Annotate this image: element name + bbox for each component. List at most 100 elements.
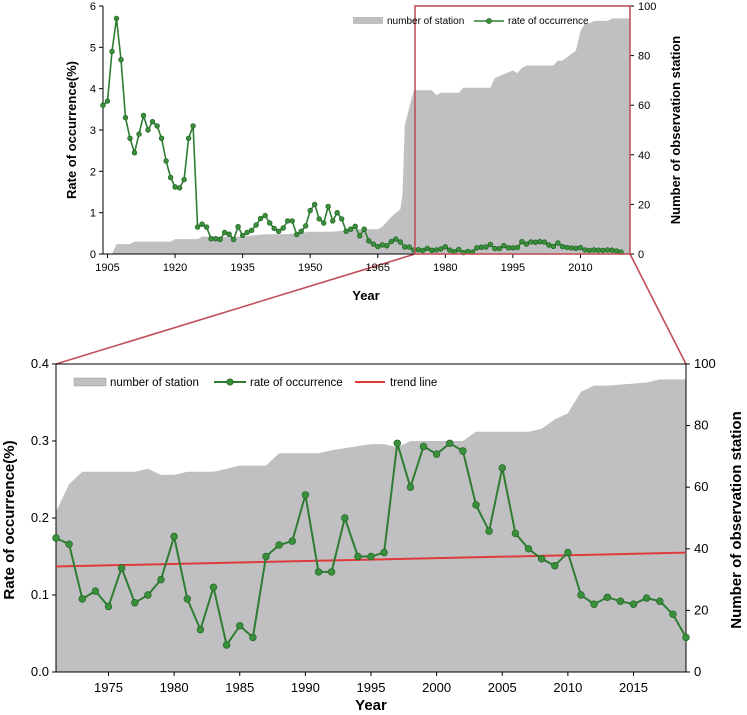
t-rate-point (208, 236, 214, 242)
b-rate-point (288, 537, 296, 545)
b-rate-point (669, 610, 677, 618)
b-xtick-label: 2000 (422, 680, 451, 695)
b-rate-point (170, 532, 178, 541)
t-rate-point (532, 239, 539, 246)
t-y2tick-label: 40 (638, 150, 650, 162)
t-rate-point (384, 243, 390, 249)
b-rate-point (616, 597, 625, 605)
bottom-legend-line-marker (226, 378, 234, 386)
b-rate-point (432, 450, 441, 458)
t-rate-point (528, 239, 534, 245)
t-rate-point (100, 102, 106, 108)
t-xtick-label: 1950 (298, 262, 322, 274)
b-rate-point (104, 602, 113, 611)
t-rate-point (577, 244, 584, 251)
b-rate-point (262, 552, 270, 561)
t-rate-point (586, 247, 593, 254)
t-rate-point (285, 218, 291, 224)
t-rate-point (109, 48, 115, 55)
t-rate-point (591, 247, 597, 253)
t-ytick-label: 5 (90, 42, 96, 54)
t-rate-point (145, 127, 151, 133)
t-rate-point (496, 245, 503, 252)
bottom-legend-line-label: rate of occurrence (250, 377, 343, 389)
t-rate-point (262, 212, 268, 219)
b-rate-point (603, 593, 611, 601)
b-xtick-label: 2005 (488, 680, 517, 695)
b-rate-point (65, 540, 73, 548)
b-rate-point (249, 633, 257, 642)
t-rate-point (474, 245, 480, 251)
t-rate-point (181, 176, 187, 183)
t-rate-point (298, 228, 304, 235)
bottom-legend-area-label: number of station (110, 377, 199, 389)
t-y2tick-label: 0 (638, 249, 644, 261)
b-rate-point (472, 501, 480, 509)
bottom-chart: 0.0 0.1 0.2 0.3 0.4 0 20 40 60 80 100 1975 1980 1985 1… (1, 356, 745, 714)
t-rate-point (393, 236, 399, 242)
b-rate-point (117, 564, 126, 572)
t-rate-point (239, 232, 246, 239)
t-rate-point (221, 229, 228, 236)
t-rate-point (505, 245, 512, 251)
b-ytick-label: 0.4 (31, 356, 49, 371)
t-rate-point (194, 224, 201, 230)
b-rate-point (393, 439, 401, 447)
t-rate-point (388, 238, 394, 245)
t-rate-point (343, 228, 349, 235)
t-ytick-label: 3 (90, 125, 96, 137)
b-rate-point (446, 439, 454, 447)
t-rate-point (604, 247, 611, 253)
t-rate-point (564, 244, 570, 251)
t-rate-point (294, 231, 300, 238)
t-y2tick-label: 80 (638, 51, 650, 63)
top-xlabel: Year (352, 288, 379, 303)
t-rate-point (550, 243, 557, 250)
b-rate-point (222, 641, 231, 649)
t-xtick-label: 1965 (366, 262, 390, 274)
bottom-legend-area-swatch (73, 377, 107, 387)
t-rate-point (185, 135, 192, 142)
b-rate-point (485, 527, 493, 535)
b-y2tick-label: 60 (694, 479, 708, 494)
bottom-station-area (56, 379, 686, 672)
t-rate-point (510, 245, 516, 251)
t-rate-point (267, 220, 273, 226)
bottom-y2label: Number of observation station (728, 411, 745, 629)
b-rate-point (144, 591, 152, 599)
b-y2tick-label: 20 (694, 602, 708, 617)
t-rate-point (438, 246, 444, 252)
t-rate-point (339, 216, 345, 222)
t-rate-point (190, 123, 196, 129)
t-rate-point (280, 225, 286, 231)
b-rate-point (209, 583, 218, 591)
b-rate-point (367, 552, 375, 561)
top-legend-area-swatch (353, 17, 383, 24)
t-rate-point (321, 220, 327, 226)
t-rate-point (433, 247, 439, 253)
t-xtick-label: 1905 (95, 262, 119, 274)
t-rate-point (492, 245, 498, 252)
b-rate-point (682, 633, 690, 642)
b-xtick-label: 1990 (291, 680, 320, 695)
bottom-legend-trend-label: trend line (390, 377, 437, 389)
t-xtick-label: 1980 (433, 262, 457, 274)
t-rate-point (379, 242, 385, 248)
b-xtick-label: 1995 (357, 680, 386, 695)
t-rate-point (176, 185, 183, 191)
top-legend-line-marker (486, 18, 492, 24)
t-rate-point (537, 239, 543, 245)
t-rate-point (613, 248, 620, 254)
t-rate-point (113, 15, 120, 22)
t-rate-point (424, 245, 430, 252)
b-rate-point (419, 442, 428, 451)
t-xtick-label: 1935 (230, 262, 254, 274)
zoom-connector-left (55, 253, 416, 365)
t-rate-point (212, 236, 219, 242)
b-rate-point (301, 491, 310, 499)
t-rate-point (573, 245, 579, 252)
t-rate-point (230, 236, 237, 243)
b-rate-point (524, 545, 533, 553)
